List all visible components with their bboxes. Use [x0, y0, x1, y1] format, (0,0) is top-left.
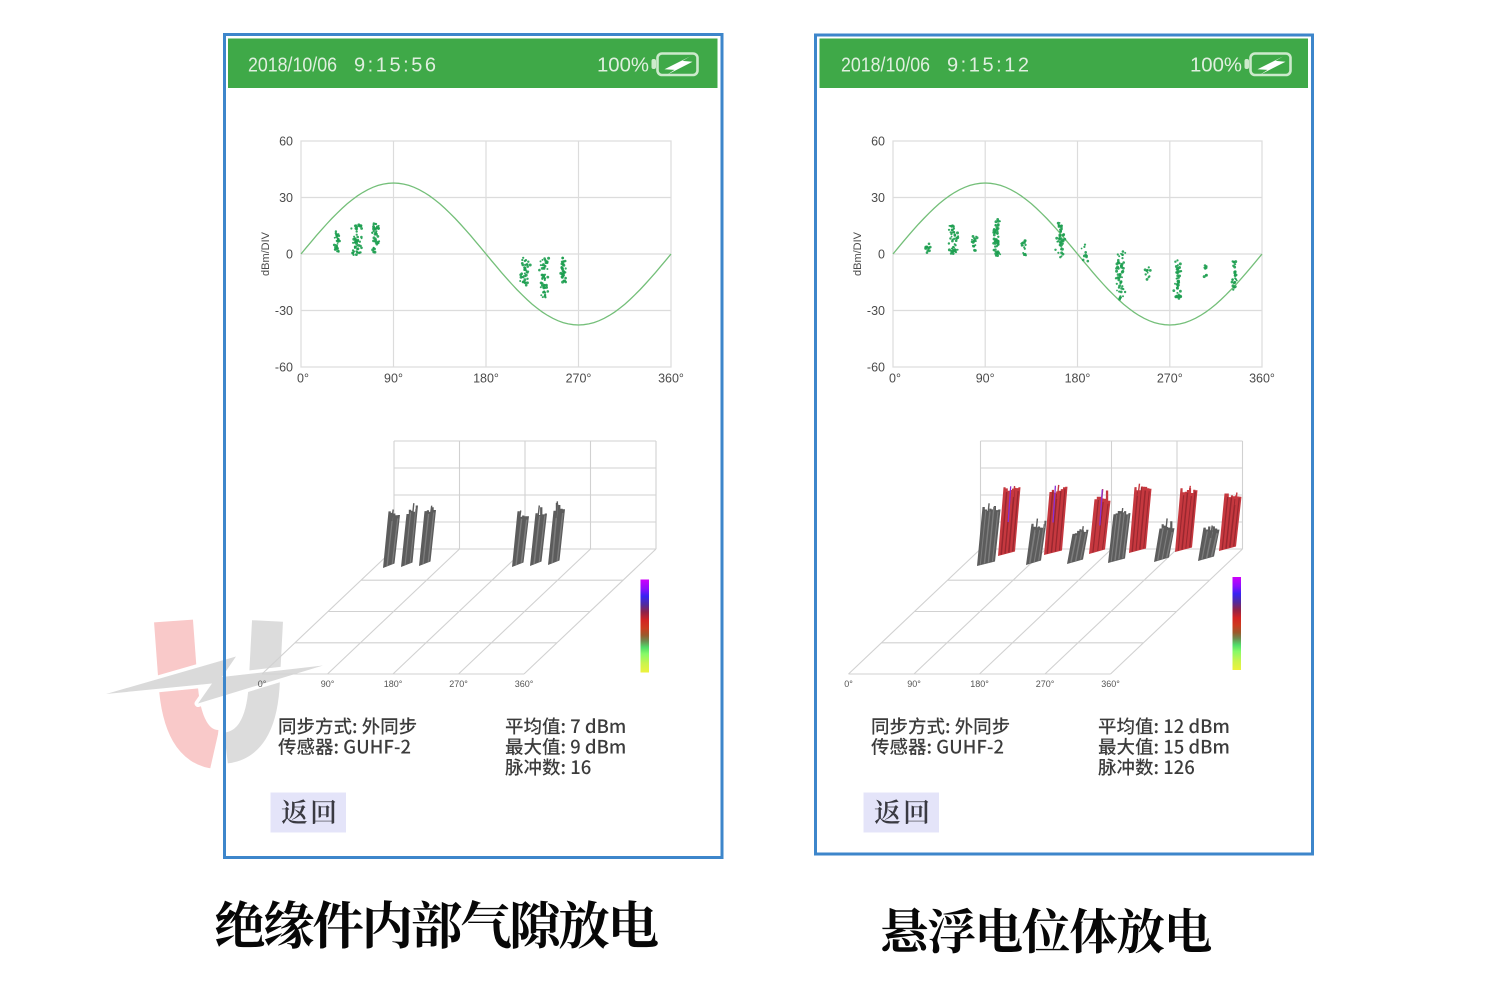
svg-text:0°: 0° — [889, 372, 901, 386]
svg-text:270°: 270° — [1157, 372, 1183, 386]
svg-text:180°: 180° — [384, 679, 403, 689]
svg-text:2018/10/06: 2018/10/06 — [248, 55, 337, 77]
svg-text:0°: 0° — [844, 679, 853, 689]
svg-text:60: 60 — [871, 135, 885, 149]
svg-text:180°: 180° — [473, 372, 499, 386]
svg-text:2018/10/06: 2018/10/06 — [841, 55, 930, 77]
svg-text:360°: 360° — [1101, 679, 1120, 689]
svg-text:-30: -30 — [275, 304, 293, 318]
svg-text:30: 30 — [871, 191, 885, 205]
svg-text:0: 0 — [286, 248, 293, 262]
svg-text:90°: 90° — [907, 679, 921, 689]
svg-text:-60: -60 — [275, 361, 293, 375]
svg-text:270°: 270° — [449, 679, 468, 689]
svg-text:-60: -60 — [867, 361, 885, 375]
svg-text:0°: 0° — [297, 372, 309, 386]
svg-text:360°: 360° — [515, 679, 534, 689]
svg-text:-30: -30 — [867, 304, 885, 318]
svg-text:0: 0 — [878, 248, 885, 262]
svg-text:180°: 180° — [1065, 372, 1091, 386]
svg-text:270°: 270° — [1036, 679, 1055, 689]
svg-text:180°: 180° — [970, 679, 989, 689]
svg-text:360°: 360° — [658, 372, 684, 386]
svg-text:30: 30 — [279, 191, 293, 205]
svg-text:60: 60 — [279, 135, 293, 149]
svg-text:90°: 90° — [976, 372, 995, 386]
svg-text:dBm/DIV: dBm/DIV — [260, 231, 272, 276]
svg-text:90°: 90° — [321, 679, 335, 689]
svg-text:dBm/DIV: dBm/DIV — [852, 231, 864, 276]
svg-text:90°: 90° — [384, 372, 403, 386]
svg-text:100%: 100% — [597, 55, 649, 77]
svg-text:360°: 360° — [1249, 372, 1275, 386]
svg-text:100%: 100% — [1190, 55, 1242, 77]
svg-text:0°: 0° — [258, 679, 267, 689]
svg-text:270°: 270° — [566, 372, 592, 386]
